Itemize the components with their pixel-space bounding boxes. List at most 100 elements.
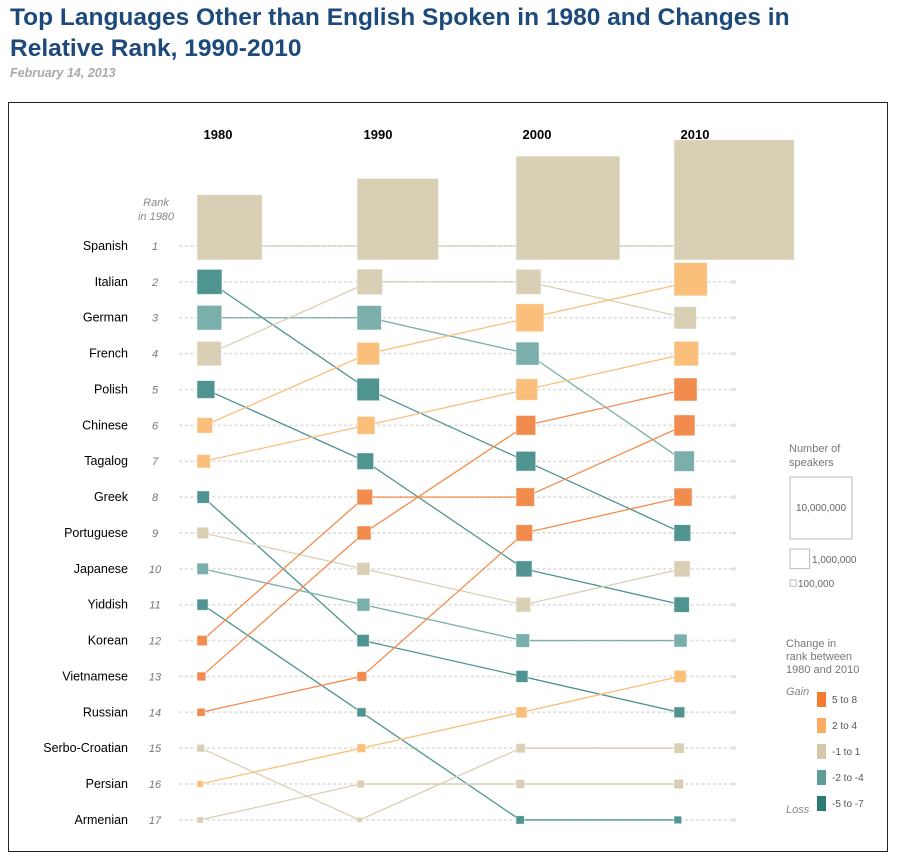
series-line-portuguese	[202, 532, 364, 570]
speaker-square-korean-2000	[515, 487, 535, 507]
rank-number: 4	[152, 349, 158, 361]
speaker-square-german-1980	[196, 304, 223, 331]
speaker-square-italian-2010	[673, 524, 692, 542]
language-label: Yiddish	[87, 598, 128, 612]
series-line-tagalog	[526, 352, 687, 391]
color-legend-title: Change in	[786, 638, 836, 650]
speaker-square-japanese-2000	[515, 633, 530, 648]
speaker-square-yiddish-1980	[196, 598, 209, 611]
speaker-square-italian-1980	[196, 268, 223, 295]
speaker-square-japanese-2010	[673, 633, 688, 648]
rank-number: 15	[149, 743, 162, 755]
row-end-dot	[732, 746, 736, 751]
series-line-tagalog	[365, 388, 527, 426]
rank-number: 16	[149, 779, 162, 791]
language-label: Serbo-Croatian	[43, 741, 128, 755]
language-label: German	[83, 311, 128, 325]
series-lines	[199, 245, 735, 821]
speaker-square-spanish-1990	[356, 178, 439, 261]
speaker-square-vietnamese-1990	[356, 525, 372, 541]
color-legend-label: -5 to -7	[832, 799, 864, 810]
color-legend-swatch	[817, 796, 826, 811]
color-legend-title: 1980 and 2010	[786, 664, 859, 676]
speaker-square-tagalog-2010	[673, 340, 699, 367]
series-line-italian	[367, 388, 527, 462]
language-label: French	[89, 347, 128, 361]
rank-number: 17	[149, 815, 162, 827]
series-line-greek	[362, 639, 523, 678]
speaker-square-serbo-croatian-1980	[196, 743, 205, 753]
speaker-square-armenian-2010	[673, 778, 685, 790]
squares	[196, 139, 795, 825]
speaker-square-chinese-2000	[515, 303, 545, 333]
row-end-dot	[732, 387, 736, 392]
rank-number: 10	[149, 564, 162, 576]
size-legend-square-medium	[789, 548, 811, 570]
speaker-square-portuguese-2000	[515, 596, 532, 613]
row-end-dot	[732, 459, 736, 464]
speaker-square-chinese-2010	[673, 262, 708, 297]
rank-number: 7	[152, 456, 159, 468]
color-legend-swatch	[817, 718, 826, 733]
size-legend-square-large	[789, 476, 853, 540]
speaker-square-polish-1990	[356, 452, 375, 470]
speaker-square-russian-2000	[515, 524, 533, 542]
speaker-square-serbo-croatian-1990	[356, 816, 363, 823]
year-label: 2000	[523, 127, 552, 142]
row-end-dot	[732, 423, 736, 428]
speaker-square-greek-2000	[515, 670, 529, 683]
series-line-polish	[364, 460, 525, 570]
rank-number: 1	[152, 241, 158, 253]
color-legend-swatch	[817, 770, 826, 785]
speaker-square-tagalog-1980	[196, 454, 211, 469]
speaker-square-japanese-1980	[196, 562, 209, 575]
row-end-dot	[732, 495, 736, 500]
rank-number: 14	[149, 707, 161, 719]
row-end-dot	[732, 782, 736, 787]
size-legend-title: Number of	[789, 443, 841, 455]
speaker-square-yiddish-2010	[673, 815, 682, 825]
language-label: Italian	[95, 275, 128, 289]
speaker-square-persian-1980	[196, 780, 204, 788]
size-legend-label: 10,000,000	[796, 503, 846, 514]
row-end-dot	[732, 351, 736, 356]
speaker-square-german-1990	[356, 305, 382, 331]
rank-header: Rank	[143, 197, 169, 209]
size-legend-label: 1,000,000	[812, 555, 857, 566]
rank-number: 2	[151, 277, 158, 289]
series-line-polish	[205, 388, 366, 462]
language-label: Chinese	[82, 418, 128, 432]
row-end-dot	[732, 602, 736, 607]
series-line-armenian	[199, 783, 361, 821]
rank-header: in 1980	[138, 211, 175, 223]
size-legend-title: speakers	[789, 457, 834, 469]
color-legend-swatch	[817, 692, 826, 707]
speaker-square-french-1980	[196, 341, 222, 367]
speaker-square-german-2010	[673, 450, 695, 472]
speaker-square-korean-2010	[673, 414, 696, 437]
language-label: Persian	[86, 777, 128, 791]
year-label: 2010	[681, 127, 710, 142]
series-line-chinese	[204, 353, 369, 426]
speaker-square-italian-1990	[356, 377, 380, 402]
color-legend-swatch	[817, 744, 826, 759]
series-line-italian	[209, 281, 369, 391]
speaker-square-chinese-1980	[196, 417, 213, 434]
language-label: Tagalog	[84, 454, 128, 468]
series-line-chinese	[529, 281, 691, 319]
speaker-square-greek-1990	[356, 634, 370, 648]
series-line-french	[208, 281, 371, 355]
series-line-russian	[200, 675, 362, 713]
speaker-square-yiddish-1990	[356, 707, 367, 718]
language-label: Polish	[94, 382, 128, 396]
speaker-square-vietnamese-2000	[515, 415, 537, 436]
series-line-russian	[361, 532, 525, 677]
speaker-square-polish-2000	[515, 560, 533, 578]
color-legend-label: 2 to 4	[832, 721, 857, 732]
language-label: Japanese	[74, 562, 128, 576]
year-label: 1990	[364, 127, 393, 142]
row-end-dot	[732, 315, 736, 320]
rank-number: 12	[149, 636, 161, 648]
speaker-square-serbo-croatian-2000	[515, 743, 526, 754]
